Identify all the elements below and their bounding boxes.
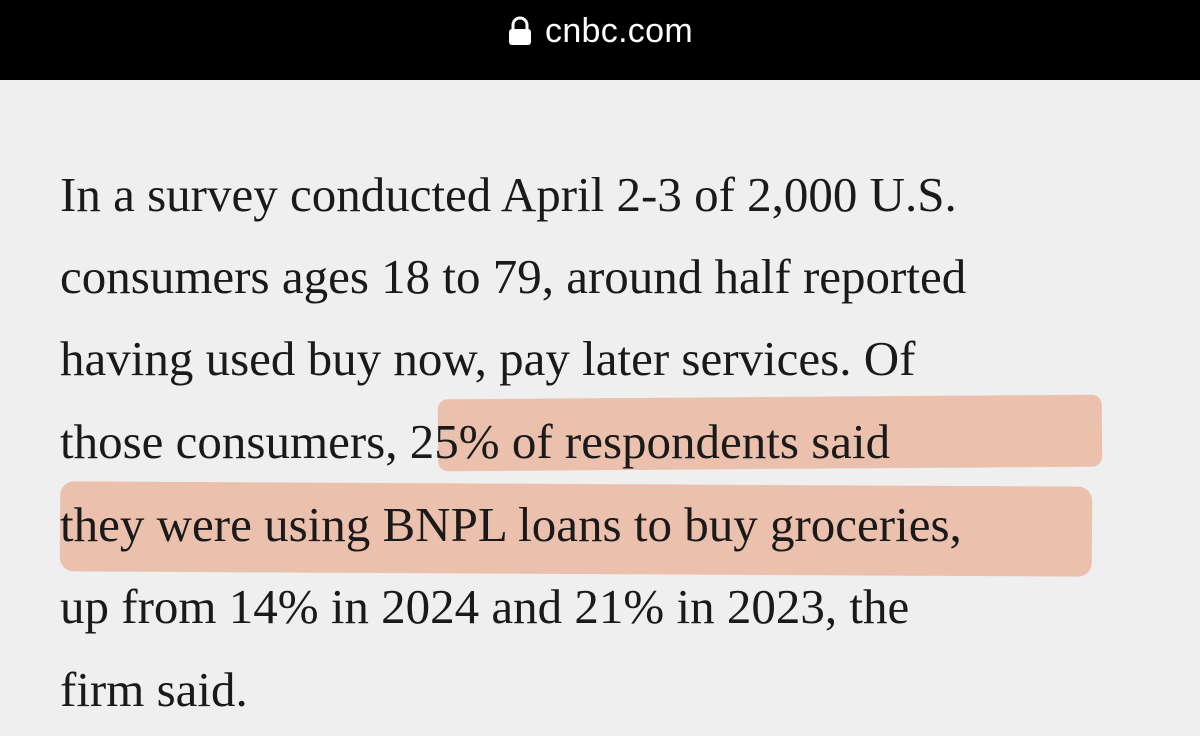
lock-icon	[509, 16, 532, 45]
article-text-line: those consumers, 25% of respondents said	[60, 414, 891, 469]
article-text-line: they were using BNPL loans to buy grocer…	[60, 497, 962, 552]
article-body: In a survey conducted April 2-3 of 2,000…	[0, 80, 1200, 736]
article-text-line: In a survey conducted April 2-3 of 2,000…	[60, 167, 957, 222]
domain-text: cnbc.com	[545, 11, 693, 50]
article-text-line: consumers ages 18 to 79, around half rep…	[60, 249, 967, 304]
article-text-line: having used buy now, pay later services.…	[60, 331, 916, 386]
article-text-line: up from 14% in 2024 and 21% in 2023, the	[60, 579, 910, 634]
address-bar-content: cnbc.com	[507, 12, 693, 51]
address-bar[interactable]: cnbc.com	[0, 0, 1200, 80]
article-text-line: firm said.	[60, 662, 248, 717]
